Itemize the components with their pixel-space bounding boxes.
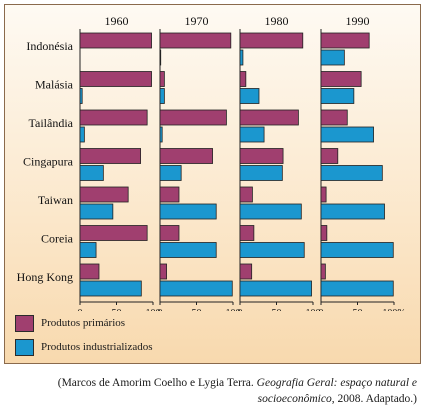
bar-industrial-indonesia-1970	[159, 49, 162, 66]
bar-industrial-tailandia-1980	[239, 126, 265, 143]
bar-industrial-tailandia-1960	[79, 126, 85, 143]
bar-primary-coreia-1990	[320, 225, 328, 241]
bar-primary-hong-kong-1990	[320, 263, 326, 280]
bar-primary-hong-kong-1970	[159, 263, 167, 280]
bar-primary-taiwan-1990	[320, 186, 327, 203]
category-label-tailandia: Tailândia	[29, 116, 74, 130]
source-caption: (Marcos de Amorim Coelho e Lygia Terra. …	[17, 375, 417, 407]
bar-industrial-malasia-1990	[320, 88, 355, 104]
bar-industrial-cingapura-1990	[320, 165, 383, 181]
legend-swatch-industrial	[15, 339, 34, 356]
bar-industrial-taiwan-1990	[320, 203, 385, 220]
bar-industrial-cingapura-1980	[239, 165, 283, 181]
x-tick-label-1980-0: 0	[238, 308, 243, 311]
bar-primary-taiwan-1960	[79, 186, 129, 203]
panel-title-1960: 1960	[105, 14, 129, 28]
x-tick-label-1990-100: 100%	[382, 308, 405, 311]
legend-label-industrial: Produtos industrializados	[41, 341, 153, 353]
legend-label-primary: Produtos primários	[41, 317, 126, 329]
bar-primary-malasia-1990	[320, 71, 362, 87]
bar-industrial-coreia-1960	[79, 242, 97, 258]
bar-industrial-coreia-1990	[320, 242, 394, 258]
bar-industrial-indonesia-1990	[320, 49, 345, 66]
bar-primary-cingapura-1960	[79, 148, 141, 164]
x-tick-label-1970-0: 0	[158, 308, 163, 311]
bar-industrial-cingapura-1960	[79, 165, 104, 181]
bar-industrial-hong-kong-1970	[159, 280, 233, 297]
bar-primary-tailandia-1980	[239, 109, 299, 126]
caption-prefix: (Marcos de Amorim Coelho e Lygia Terra.	[57, 377, 257, 389]
bar-primary-indonesia-1980	[239, 32, 304, 49]
category-label-malasia: Malásia	[35, 78, 74, 92]
bar-primary-malasia-1980	[239, 71, 247, 87]
category-label-taiwan: Taiwan	[38, 193, 73, 207]
bar-industrial-taiwan-1980	[239, 203, 302, 220]
bar-industrial-taiwan-1960	[79, 203, 114, 220]
bar-primary-coreia-1970	[159, 225, 180, 241]
bar-primary-hong-kong-1960	[79, 263, 100, 280]
x-tick-label-1970-100: 100	[226, 308, 241, 311]
bar-industrial-hong-kong-1990	[320, 280, 394, 297]
bar-industrial-taiwan-1970	[159, 203, 217, 220]
x-tick-label-1980-50: 50	[272, 308, 282, 311]
legend-swatch-primary	[15, 315, 34, 332]
x-tick-label-1960-0: 0	[78, 308, 83, 311]
bar-industrial-tailandia-1970	[159, 126, 163, 143]
bar-industrial-malasia-1960	[79, 88, 83, 104]
bar-primary-tailandia-1970	[159, 109, 227, 126]
bar-industrial-cingapura-1970	[159, 165, 182, 181]
category-label-coreia: Coreia	[41, 232, 74, 246]
bar-primary-indonesia-1990	[320, 32, 370, 49]
bar-industrial-malasia-1970	[159, 88, 165, 104]
bar-primary-coreia-1960	[79, 225, 148, 241]
x-tick-label-1980-100: 100	[306, 308, 321, 311]
chart-figure: Indonésia Malásia Tailândia Cingapura Taiwan…	[4, 4, 421, 364]
bar-industrial-indonesia-1980	[239, 49, 244, 66]
x-tick-label-1990-50: 50	[353, 308, 363, 311]
x-tick-label-1990-0: 0	[319, 308, 324, 311]
bar-primary-indonesia-1960	[79, 32, 152, 49]
category-label-indonesia: Indonésia	[26, 39, 73, 53]
bar-industrial-coreia-1980	[239, 242, 305, 258]
bar-industrial-hong-kong-1980	[239, 280, 312, 297]
bar-primary-coreia-1980	[239, 225, 255, 241]
category-label-cingapura: Cingapura	[23, 155, 74, 169]
category-label-hong-kong: Hong Kong	[17, 270, 73, 284]
panel-title-1980: 1980	[265, 14, 289, 28]
bar-industrial-coreia-1970	[159, 242, 217, 258]
bar-primary-hong-kong-1980	[239, 263, 253, 280]
bar-industrial-hong-kong-1960	[79, 280, 142, 297]
x-tick-label-1960-50: 50	[112, 308, 122, 311]
x-tick-label-1960-100: 100	[146, 308, 161, 311]
chart-svg: Indonésia Malásia Tailândia Cingapura Taiwan…	[17, 14, 406, 311]
caption-suffix: , 2008. Adaptado.)	[331, 393, 417, 405]
panel-title-1990: 1990	[346, 14, 370, 28]
bar-primary-cingapura-1980	[239, 148, 284, 164]
bar-primary-malasia-1960	[79, 71, 152, 87]
bar-primary-tailandia-1990	[320, 109, 348, 126]
bar-primary-malasia-1970	[159, 71, 165, 87]
bar-primary-cingapura-1990	[320, 148, 339, 164]
x-tick-label-1970-50: 50	[192, 308, 202, 311]
caption-title: Geografia Geral: espaço natural e socioe…	[256, 377, 417, 405]
bar-industrial-malasia-1980	[239, 88, 260, 104]
bar-industrial-tailandia-1990	[320, 126, 374, 143]
bar-primary-cingapura-1970	[159, 148, 213, 164]
panel-title-1970: 1970	[185, 14, 209, 28]
bar-primary-taiwan-1970	[159, 186, 180, 203]
bar-primary-taiwan-1980	[239, 186, 253, 203]
bar-primary-tailandia-1960	[79, 109, 148, 126]
bar-primary-indonesia-1970	[159, 32, 232, 49]
